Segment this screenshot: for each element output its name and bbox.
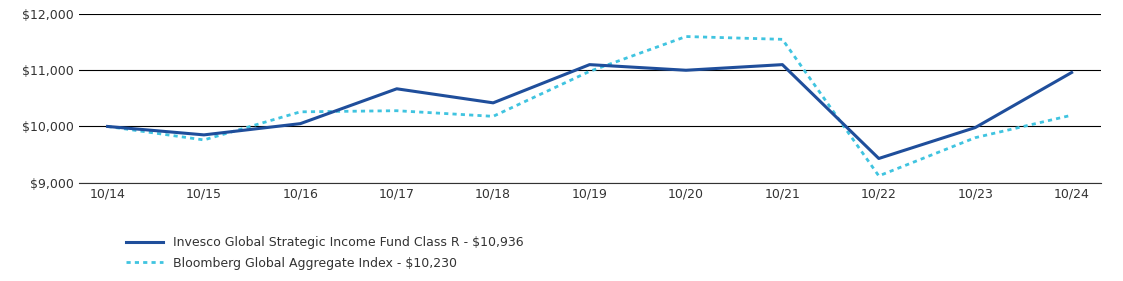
Bloomberg Global Aggregate Index - $10,230 (583, 70, 596, 73)
Line: Bloomberg Global Aggregate Index - $10,230: Bloomberg Global Aggregate Index - $10,2… (108, 37, 1071, 176)
Invesco Global Strategic Income Fund Class R - $10,936 (390, 87, 403, 90)
Bloomberg Global Aggregate Index - $10,230 (390, 109, 403, 112)
Invesco Global Strategic Income Fund Class R - $10,936 (101, 125, 115, 128)
Invesco Global Strategic Income Fund Class R - $10,936 (1065, 71, 1078, 74)
Invesco Global Strategic Income Fund Class R - $10,936 (776, 63, 789, 66)
Bloomberg Global Aggregate Index - $10,230 (486, 115, 500, 118)
Invesco Global Strategic Income Fund Class R - $10,936 (486, 101, 500, 105)
Bloomberg Global Aggregate Index - $10,230 (873, 174, 886, 178)
Bloomberg Global Aggregate Index - $10,230 (1065, 114, 1078, 117)
Bloomberg Global Aggregate Index - $10,230 (968, 136, 982, 139)
Line: Invesco Global Strategic Income Fund Class R - $10,936: Invesco Global Strategic Income Fund Cla… (108, 65, 1071, 158)
Legend: Invesco Global Strategic Income Fund Class R - $10,936, Bloomberg Global Aggrega: Invesco Global Strategic Income Fund Cla… (126, 236, 523, 269)
Bloomberg Global Aggregate Index - $10,230 (198, 138, 211, 142)
Invesco Global Strategic Income Fund Class R - $10,936 (968, 126, 982, 129)
Bloomberg Global Aggregate Index - $10,230 (101, 125, 115, 128)
Invesco Global Strategic Income Fund Class R - $10,936 (583, 63, 596, 66)
Invesco Global Strategic Income Fund Class R - $10,936 (198, 133, 211, 137)
Bloomberg Global Aggregate Index - $10,230 (679, 35, 693, 38)
Invesco Global Strategic Income Fund Class R - $10,936 (293, 122, 307, 125)
Invesco Global Strategic Income Fund Class R - $10,936 (873, 157, 886, 160)
Bloomberg Global Aggregate Index - $10,230 (776, 38, 789, 41)
Bloomberg Global Aggregate Index - $10,230 (293, 110, 307, 114)
Invesco Global Strategic Income Fund Class R - $10,936 (679, 69, 693, 72)
